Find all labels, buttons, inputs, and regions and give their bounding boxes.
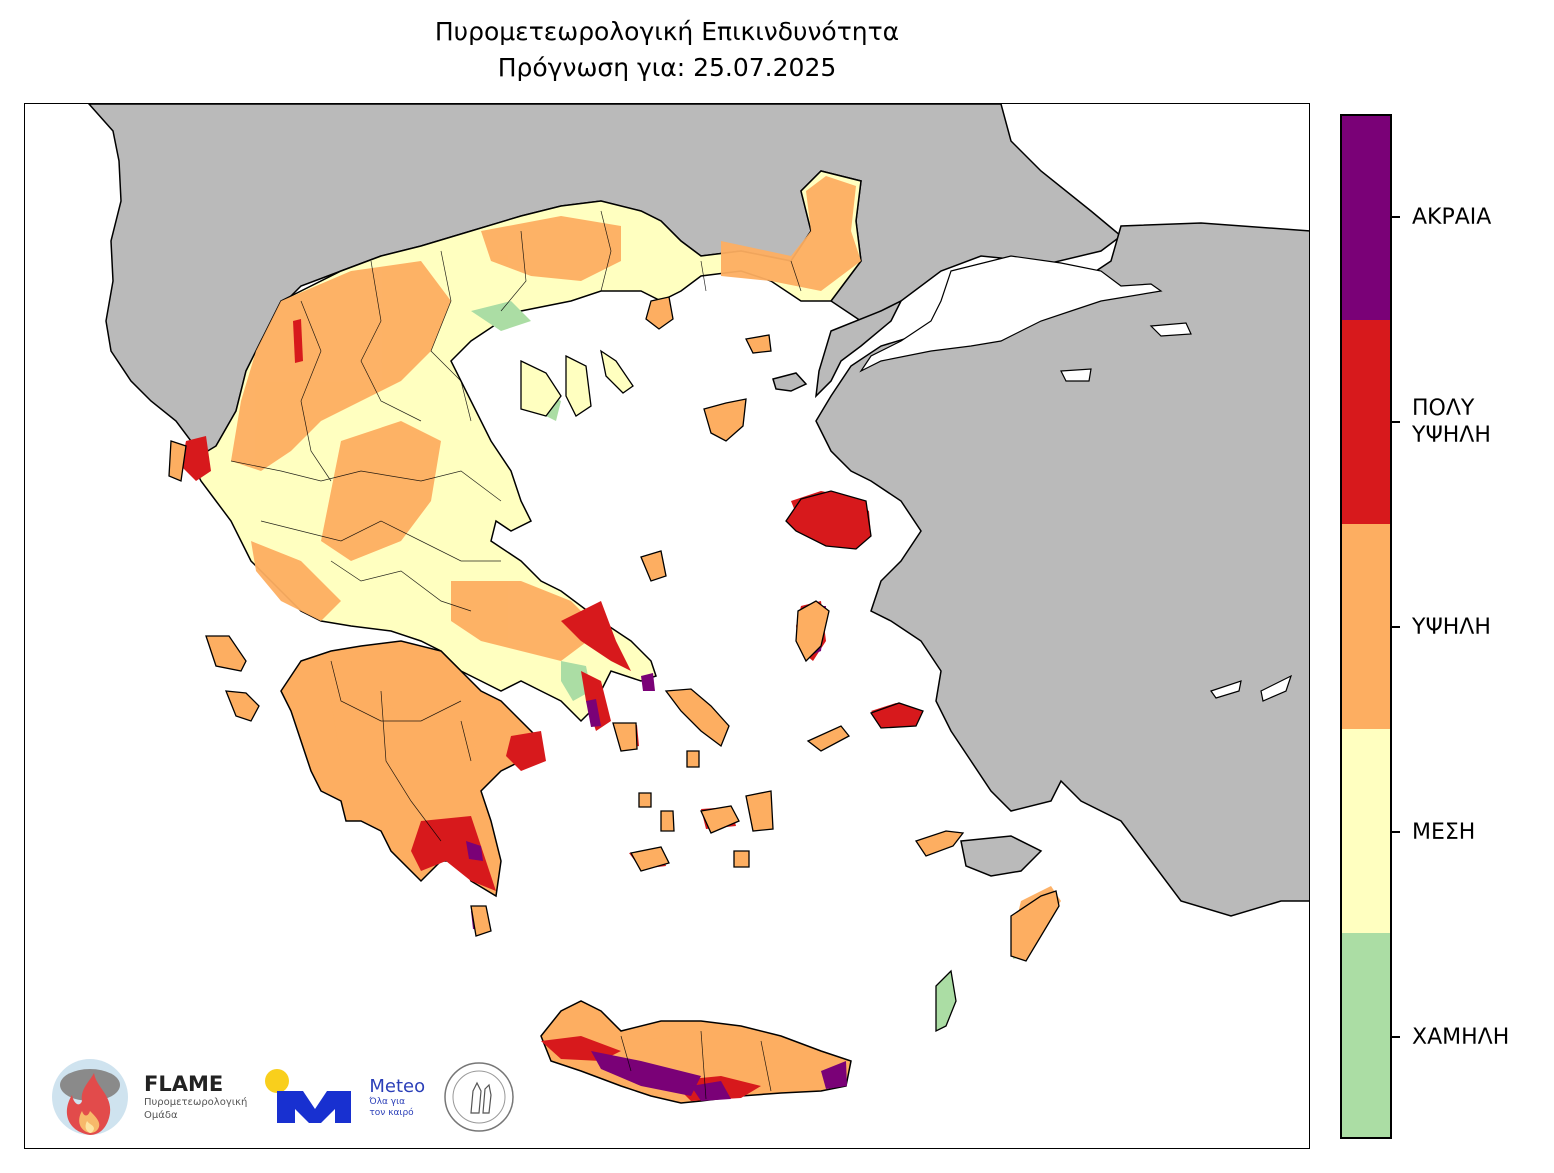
map-panel	[24, 103, 1310, 1149]
colorbar-tick	[1392, 421, 1400, 423]
legend-label-very-high: ΠΟΛΥ ΥΨΗΛΗ	[1412, 396, 1491, 448]
risk-high-patches	[231, 176, 1061, 1071]
colorbar-tick	[1392, 1036, 1400, 1038]
partner-logos: FLAME Πυρομετεωρολογική Ομάδα Meteo Όλα …	[50, 1052, 515, 1142]
colorbar-segment-low	[1342, 932, 1390, 1138]
title-line-2: Πρόγνωση για: 25.07.2025	[497, 53, 837, 82]
risk-colorbar	[1340, 114, 1392, 1139]
meteo-name: Meteo	[369, 1075, 426, 1097]
meteo-logo-icon	[265, 1069, 352, 1123]
halkidiki	[520, 349, 634, 417]
meteo-subtitle-2: τον καιρό	[369, 1107, 414, 1118]
aegean-islands	[168, 296, 1060, 1033]
colorbar-segment-extreme	[1342, 116, 1390, 321]
flame-subtitle-1: Πυρομετεωρολογική	[144, 1097, 248, 1108]
title-line-1: Πυρομετεωρολογική Επικινδυνότητα	[434, 17, 900, 46]
flame-subtitle-2: Ομάδα	[144, 1110, 178, 1121]
legend-label-medium: ΜΕΣΗ	[1412, 820, 1476, 845]
colorbar-tick	[1392, 626, 1400, 628]
colorbar-segment-very-high	[1342, 320, 1390, 525]
colorbar-tick	[1392, 831, 1400, 833]
greece-fire-risk-map	[87, 104, 1309, 1104]
marmara-sea	[859, 255, 1293, 702]
meteo-text: Meteo Όλα για τον καιρό	[369, 1076, 425, 1119]
colorbar-segment-high	[1342, 524, 1390, 729]
flame-text: FLAME Πυρομετεωρολογική Ομάδα	[144, 1072, 247, 1122]
meteo-subtitle-1: Όλα για	[369, 1096, 406, 1107]
legend-label-extreme: ΑΚΡΑΙΑ	[1412, 205, 1492, 230]
legend-label-low: ΧΑΜΗΛΗ	[1412, 1025, 1510, 1050]
flame-name: FLAME	[144, 1072, 224, 1096]
observatory-seal-icon	[444, 1062, 514, 1132]
colorbar-segment-medium	[1342, 728, 1390, 933]
colorbar-tick	[1392, 216, 1400, 218]
flame-logo-icon	[52, 1059, 128, 1135]
legend-label-high: ΥΨΗΛΗ	[1412, 615, 1491, 640]
map-title: Πυρομετεωρολογική Επικινδυνότητα Πρόγνωσ…	[24, 14, 1310, 86]
region-boundaries	[230, 210, 802, 1100]
